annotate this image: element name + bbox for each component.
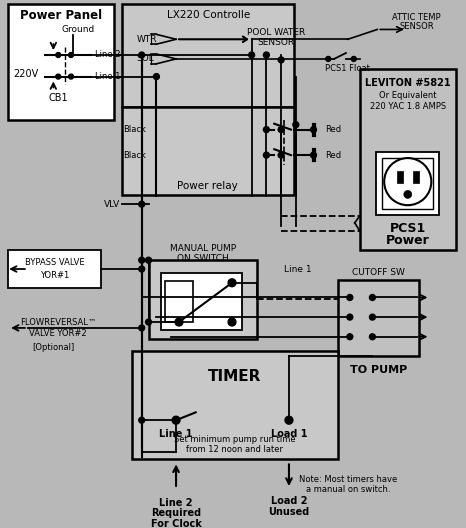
Circle shape (278, 57, 284, 63)
Text: 220V: 220V (13, 69, 39, 79)
Text: CUTOFF SW: CUTOFF SW (352, 268, 405, 277)
Bar (8, 250, 102, 288)
Bar (149, 260, 257, 339)
Circle shape (293, 122, 299, 128)
Circle shape (69, 74, 74, 79)
Circle shape (347, 334, 353, 340)
Circle shape (278, 127, 284, 133)
Text: ATTIC TEMP: ATTIC TEMP (392, 13, 441, 22)
Text: Load 1: Load 1 (271, 429, 307, 439)
Text: Red: Red (325, 150, 342, 159)
Text: Load 2: Load 2 (271, 496, 307, 506)
Circle shape (69, 52, 74, 58)
Text: SOL: SOL (137, 54, 155, 63)
Circle shape (228, 279, 236, 287)
Text: FLOWREVERSAL™: FLOWREVERSAL™ (20, 317, 96, 326)
Circle shape (172, 416, 180, 424)
Circle shape (145, 319, 151, 325)
Bar (8, 4, 114, 120)
Bar (338, 280, 418, 356)
Text: 220 YAC 1.8 AMPS: 220 YAC 1.8 AMPS (370, 101, 446, 110)
Text: PCS1 Float: PCS1 Float (325, 64, 370, 73)
Circle shape (139, 201, 144, 207)
Circle shape (370, 295, 375, 300)
Text: CB1: CB1 (48, 93, 68, 103)
Text: Power Panel: Power Panel (20, 9, 102, 22)
Bar (122, 4, 294, 107)
Text: Power: Power (386, 234, 430, 247)
Text: YOR#1: YOR#1 (40, 271, 69, 280)
Bar (360, 69, 456, 250)
Text: For Clock: For Clock (151, 519, 201, 528)
Text: Note: Most timers have: Note: Most timers have (299, 475, 397, 484)
Circle shape (139, 417, 144, 423)
Bar (122, 107, 294, 195)
Text: POOL WATER: POOL WATER (247, 28, 305, 37)
Text: TO PUMP: TO PUMP (350, 365, 407, 375)
Bar (165, 281, 193, 322)
Text: Red: Red (325, 125, 342, 134)
Circle shape (370, 334, 375, 340)
Text: Or Equivalent: Or Equivalent (379, 91, 437, 100)
Text: VALVE YOR#2: VALVE YOR#2 (29, 329, 87, 338)
Circle shape (249, 52, 254, 58)
Circle shape (153, 73, 159, 80)
Text: LEVITON #5821: LEVITON #5821 (365, 79, 451, 89)
Bar (377, 152, 439, 215)
Circle shape (347, 314, 353, 320)
Text: from 12 noon and later: from 12 noon and later (186, 445, 283, 454)
Text: Unused: Unused (268, 506, 309, 516)
Circle shape (145, 257, 151, 263)
Circle shape (139, 325, 144, 331)
Bar (382, 158, 433, 209)
Circle shape (404, 191, 411, 199)
Text: LX220 Controlle: LX220 Controlle (167, 10, 250, 20)
Text: VLV: VLV (104, 200, 120, 209)
Text: Power relay: Power relay (177, 181, 238, 191)
Text: Black: Black (123, 150, 146, 159)
Circle shape (351, 56, 356, 61)
Bar (161, 273, 242, 330)
Text: Required: Required (151, 508, 201, 518)
Text: WTR: WTR (137, 35, 158, 44)
Circle shape (347, 295, 353, 300)
Text: ON SWITCH: ON SWITCH (177, 254, 228, 263)
Text: Ground: Ground (61, 25, 95, 34)
Text: Set minimum pump run time: Set minimum pump run time (174, 436, 296, 445)
Text: Line 1: Line 1 (284, 266, 312, 275)
Bar (397, 171, 403, 183)
Circle shape (310, 152, 316, 158)
Circle shape (175, 318, 183, 326)
Circle shape (56, 52, 61, 58)
Circle shape (139, 52, 144, 58)
Circle shape (139, 266, 144, 272)
Circle shape (285, 416, 293, 424)
Text: Black: Black (123, 125, 146, 134)
Circle shape (228, 318, 236, 326)
Text: Line 2: Line 2 (159, 498, 193, 507)
Text: a manual on switch.: a manual on switch. (306, 485, 390, 494)
Circle shape (263, 152, 269, 158)
Text: SENSOR: SENSOR (399, 22, 434, 31)
Text: [Optional]: [Optional] (32, 343, 75, 352)
Text: Line 1: Line 1 (95, 72, 120, 81)
Bar (413, 171, 418, 183)
Circle shape (263, 127, 269, 133)
Circle shape (310, 127, 316, 133)
Circle shape (326, 56, 331, 61)
Circle shape (56, 74, 61, 79)
Bar (132, 352, 338, 459)
Circle shape (263, 52, 269, 58)
Text: SENSOR: SENSOR (258, 37, 295, 46)
Text: MANUAL PUMP: MANUAL PUMP (170, 244, 236, 253)
Circle shape (384, 158, 432, 205)
Text: PCS1: PCS1 (390, 222, 426, 235)
Text: Line 2: Line 2 (95, 51, 120, 60)
Text: Line 1: Line 1 (159, 429, 193, 439)
Circle shape (278, 152, 284, 158)
Text: BYPASS VALVE: BYPASS VALVE (25, 258, 84, 267)
Circle shape (370, 314, 375, 320)
Text: TIMER: TIMER (208, 369, 261, 383)
Circle shape (139, 257, 144, 263)
